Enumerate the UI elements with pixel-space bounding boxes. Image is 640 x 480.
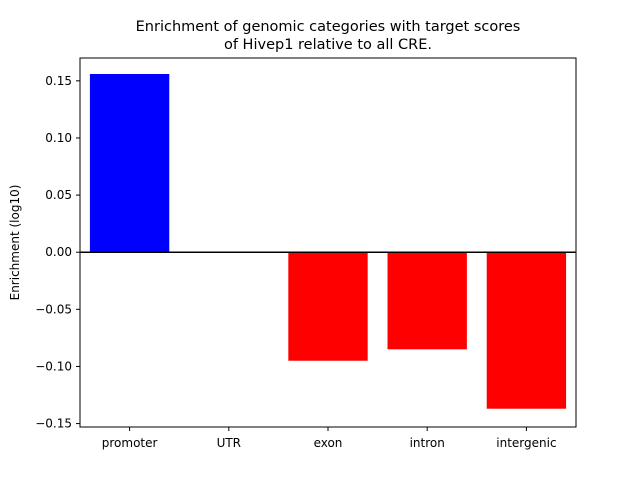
bars-group — [89, 73, 567, 409]
x-tick-label-promoter: promoter — [102, 436, 158, 450]
y-tick-label: −0.10 — [35, 359, 72, 373]
x-tick-label-intron: intron — [410, 436, 445, 450]
x-axis: promoter UTR exon intron intergenic — [102, 427, 557, 450]
bar-promoter — [89, 73, 170, 253]
x-tick-label-UTR: UTR — [217, 436, 241, 450]
y-tick-label: −0.15 — [35, 417, 72, 431]
bar-intergenic — [486, 252, 567, 409]
chart-title-line-1: Enrichment of genomic categories with ta… — [136, 19, 521, 35]
y-tick-label: 0.05 — [45, 188, 72, 202]
x-tick-label-exon: exon — [314, 436, 343, 450]
y-axis-label: Enrichment (log10) — [8, 185, 22, 301]
chart-title-line-2: of Hivep1 relative to all CRE. — [224, 37, 432, 53]
bar-exon — [288, 252, 368, 361]
y-tick-label: −0.05 — [35, 302, 72, 316]
y-tick-label: 0.00 — [45, 245, 72, 259]
bar-intron — [387, 252, 467, 350]
y-tick-label: 0.15 — [45, 74, 72, 88]
y-tick-label: 0.10 — [45, 131, 72, 145]
x-tick-label-intergenic: intergenic — [496, 436, 556, 450]
y-axis: 0.15 0.10 0.05 0.00 −0.05 −0.10 −0.15 — [35, 74, 80, 431]
